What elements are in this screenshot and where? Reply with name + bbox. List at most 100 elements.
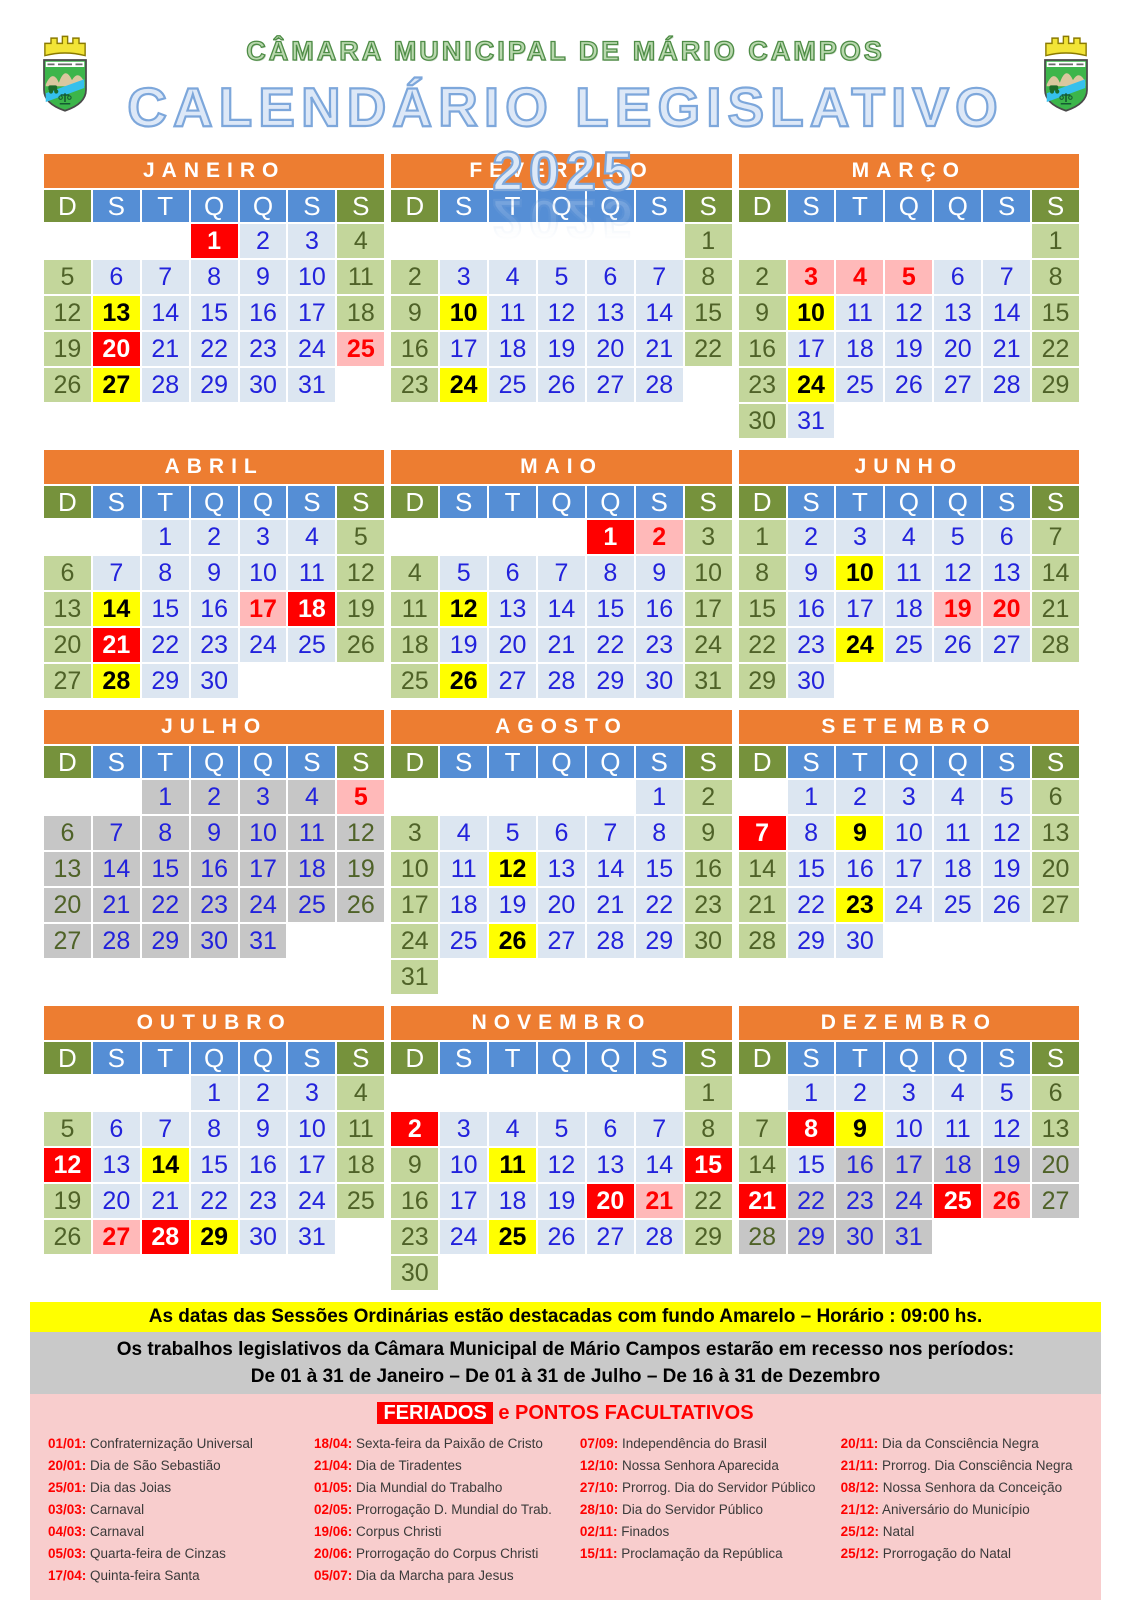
day-cell: 29 [787, 1220, 835, 1254]
empty-cell [538, 960, 585, 994]
day-cell: 12 [885, 296, 933, 330]
day-cell: 18 [337, 1148, 385, 1182]
day-cell: 20 [92, 1184, 140, 1218]
day-cell: 13 [586, 296, 634, 330]
holiday-date: 15/11: [579, 1546, 618, 1561]
legend-section: As datas das Sessões Ordinárias estão de… [30, 1302, 1101, 1600]
holiday-label: Dia da Marcha para Jesus [356, 1568, 514, 1583]
day-cell: 18 [288, 592, 336, 626]
day-cell: 26 [337, 888, 385, 922]
empty-cell [142, 224, 189, 258]
day-cell: 4 [934, 1076, 982, 1110]
empty-cell [489, 1076, 536, 1110]
month-março: MARÇO D S T Q Q S S 1 2 3 4 5 6 7 8 9 10 11 12 13 14 15 16 17 18 1… [737, 152, 1081, 440]
day-cell: 14 [738, 1148, 786, 1182]
empty-cell [440, 224, 487, 258]
holiday-item: 18/04: Sexta-feira da Paixão de Cristo [314, 1433, 580, 1455]
empty-cell [440, 960, 487, 994]
day-cell: 1 [635, 780, 683, 814]
empty-cell [391, 1076, 438, 1110]
day-cell: 9 [190, 556, 238, 590]
day-cell: 1 [190, 224, 238, 258]
holiday-item: 12/10: Nossa Senhora Aparecida [580, 1455, 841, 1477]
weekday-header: S [684, 1042, 732, 1074]
holiday-label: Nossa Senhora Aparecida [621, 1458, 779, 1473]
day-cell: 10 [885, 816, 933, 850]
holiday-label: Finados [621, 1524, 670, 1539]
day-cell: 23 [836, 888, 884, 922]
day-cell: 8 [190, 260, 238, 294]
day-cell: 12 [337, 556, 385, 590]
day-cell: 24 [288, 332, 336, 366]
day-cell: 10 [787, 296, 835, 330]
weekday-header: T [141, 486, 189, 518]
day-cell: 5 [489, 816, 536, 850]
day-cell: 17 [288, 296, 336, 330]
empty-cell [983, 924, 1030, 958]
empty-cell [93, 520, 140, 554]
weekday-header: S [440, 1042, 488, 1074]
day-cell: 14 [92, 592, 140, 626]
holiday-date: 05/07: [313, 1568, 353, 1583]
empty-cell [934, 1220, 981, 1254]
day-cell: 13 [489, 592, 536, 626]
weekday-header: Q [934, 1042, 982, 1074]
day-cell: 4 [489, 260, 536, 294]
day-cell: 10 [391, 852, 439, 886]
day-cell: 8 [635, 816, 683, 850]
day-cell: 29 [738, 664, 786, 698]
day-cell: 16 [635, 592, 683, 626]
day-cell: 25 [337, 1184, 385, 1218]
day-cell: 21 [141, 332, 189, 366]
day-cell: 30 [684, 924, 732, 958]
empty-cell [93, 780, 140, 814]
month-title: JULHO [44, 710, 385, 744]
day-cell: 18 [885, 592, 933, 626]
day-cell: 22 [787, 1184, 835, 1218]
day-cell: 7 [635, 1112, 683, 1146]
day-cell: 5 [983, 1076, 1031, 1110]
empty-cell [934, 924, 981, 958]
day-cell: 5 [337, 780, 385, 814]
empty-cell [885, 224, 932, 258]
day-cell: 23 [391, 1220, 439, 1254]
holiday-label: Dia de São Sebastião [90, 1458, 221, 1473]
holiday-item: 07/09: Independência do Brasil [580, 1433, 841, 1455]
empty-cell [983, 1220, 1030, 1254]
day-cell: 3 [288, 224, 336, 258]
empty-cell [489, 224, 536, 258]
holiday-item: 15/11: Proclamação da República [580, 1543, 841, 1565]
day-cell: 22 [141, 888, 189, 922]
day-cell: 3 [288, 1076, 336, 1110]
empty-cell [337, 664, 384, 698]
day-cell: 18 [489, 332, 536, 366]
day-cell: 18 [337, 296, 385, 330]
weekday-header: S [684, 746, 732, 778]
month-title: JANEIRO [44, 154, 385, 188]
holiday-date: 01/05: [313, 1480, 353, 1495]
day-cell: 25 [288, 888, 336, 922]
page-title: CALENDÁRIO LEGISLATIVO 2025 [126, 75, 1004, 203]
weekday-header: Q [538, 1042, 585, 1074]
day-cell: 19 [489, 888, 536, 922]
empty-cell [440, 520, 487, 554]
weekday-header: T [489, 486, 536, 518]
holidays-title: FERIADOS e PONTOS FACULTATIVOS [40, 1402, 1091, 1425]
day-cell: 3 [391, 816, 439, 850]
empty-cell [983, 404, 1030, 438]
weekday-header: Q [190, 190, 238, 222]
day-cell: 30 [239, 368, 287, 402]
day-cell: 3 [684, 520, 732, 554]
day-cell: 16 [190, 592, 238, 626]
day-cell: 9 [635, 556, 683, 590]
day-cell: 23 [239, 332, 287, 366]
day-cell: 31 [288, 368, 336, 402]
holiday-item: 02/05: Prorrogação D. Mundial do Trab. [314, 1499, 580, 1521]
day-cell: 30 [836, 1220, 884, 1254]
day-cell: 15 [586, 592, 634, 626]
day-cell: 6 [934, 260, 982, 294]
holiday-label: Prorrog. Dia Consciência Negra [881, 1458, 1073, 1473]
day-cell: 10 [239, 816, 287, 850]
municipal-crest-right-icon [1044, 35, 1088, 112]
empty-cell [391, 224, 438, 258]
